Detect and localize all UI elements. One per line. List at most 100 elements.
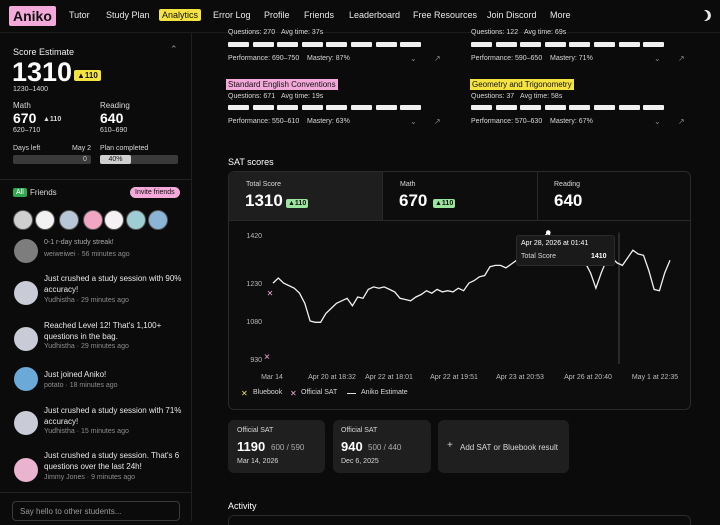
- tab-separator: [537, 172, 538, 220]
- feed-avatar[interactable]: [14, 367, 38, 391]
- friend-avatar[interactable]: [59, 210, 79, 230]
- feed-avatar[interactable]: [14, 281, 38, 305]
- skill-mastery-text: Mastery: 63%: [307, 118, 350, 125]
- nav-error-log[interactable]: Error Log: [213, 10, 251, 20]
- external-link-icon[interactable]: ↗: [434, 117, 441, 126]
- official-sat-card[interactable]: Official SAT 1190 600 / 590 Mar 14, 2026: [228, 420, 325, 473]
- skill-performance-text: Performance: 550–610: [228, 118, 300, 125]
- days-left-value: 0: [83, 156, 87, 163]
- sat-reading-score: 640: [554, 191, 583, 210]
- mastery-segment: [277, 105, 299, 110]
- skill-title-geometry[interactable]: Geometry and Trigonometry: [470, 79, 574, 90]
- tooltip-value: 1410: [591, 253, 607, 260]
- tab-reading[interactable]: Reading: [554, 181, 581, 188]
- feed-time: 15 minutes ago: [80, 428, 129, 435]
- add-result-label: Add SAT or Bluebook result: [460, 443, 558, 452]
- nav-friends[interactable]: Friends: [304, 10, 335, 20]
- feed-user[interactable]: Yudhistha: [44, 343, 75, 350]
- math-delta-badge: ▲110: [433, 199, 456, 208]
- activity-title: Activity: [228, 501, 257, 511]
- external-link-icon[interactable]: ↗: [678, 117, 685, 126]
- feed-item-meta: Jimmy Jones · 9 minutes ago: [44, 474, 136, 481]
- feed-avatar[interactable]: [14, 327, 38, 351]
- skill-title-standard-english[interactable]: Standard English Conventions: [226, 79, 338, 90]
- mastery-segment: [351, 105, 372, 110]
- skill-questions: Questions: 671 Avg time: 19s: [228, 93, 323, 100]
- mastery-segment: [544, 105, 566, 110]
- feed-item-meta: weiweiwei · 56 minutes ago: [44, 251, 130, 258]
- feed-time: 29 minutes ago: [80, 343, 129, 350]
- friend-avatar[interactable]: [126, 210, 146, 230]
- official-sat-point[interactable]: ✕: [267, 289, 274, 298]
- feed-item-text: Just joined Aniko!: [44, 370, 107, 379]
- feed-user[interactable]: weiweiwei: [44, 251, 76, 258]
- chevron-down-icon[interactable]: ⌄: [654, 54, 661, 63]
- add-result-button[interactable]: + Add SAT or Bluebook result: [438, 420, 569, 473]
- external-link-icon[interactable]: ↗: [434, 54, 441, 63]
- external-link-icon[interactable]: ↗: [678, 54, 685, 63]
- tab-total-score[interactable]: [229, 172, 383, 221]
- friend-avatar[interactable]: [35, 210, 55, 230]
- feed-time: 18 minutes ago: [69, 382, 118, 389]
- nav-profile[interactable]: Profile: [264, 10, 290, 20]
- feed-user[interactable]: Yudhistha: [44, 297, 75, 304]
- result-detail: 500 / 440: [368, 443, 402, 452]
- friend-avatar[interactable]: [13, 210, 33, 230]
- mastery-segment: [594, 42, 615, 47]
- sat-score-chart[interactable]: 930 1080 1230 1420 Mar 14 Apr 20 at 18:32 Apr …: [229, 222, 690, 384]
- chevron-down-icon[interactable]: ⌄: [410, 117, 417, 126]
- invite-friends-button[interactable]: Invite friends: [130, 187, 180, 198]
- days-left-date: May 2: [72, 145, 92, 152]
- mastery-segment: [301, 105, 323, 110]
- official-sat-card[interactable]: Official SAT 940 500 / 440 Dec 6, 2025: [333, 420, 431, 473]
- nav-join-discord[interactable]: Join Discord: [487, 10, 537, 20]
- nav-analytics[interactable]: Analytics: [159, 9, 202, 21]
- official-sat-point[interactable]: ✕: [264, 352, 271, 361]
- friend-avatar[interactable]: [83, 210, 103, 230]
- nav-study-plan[interactable]: Study Plan: [106, 10, 150, 20]
- legend-aniko-estimate[interactable]: Aniko Estimate: [361, 389, 408, 396]
- nav-leaderboard[interactable]: Leaderboard: [349, 10, 401, 20]
- nav-tutor[interactable]: Tutor: [69, 10, 90, 20]
- friends-filter-all[interactable]: All: [13, 188, 27, 197]
- total-score: 1310: [12, 57, 73, 87]
- chevron-up-icon[interactable]: ⌃: [170, 44, 178, 54]
- skill-mastery-text: Mastery: 71%: [550, 55, 593, 62]
- result-date: Dec 6, 2025: [341, 458, 379, 465]
- top-navigation: Aniko Tutor Study Plan Analytics Error L…: [0, 0, 720, 33]
- feed-user[interactable]: Jimmy Jones: [44, 474, 85, 481]
- moon-icon[interactable]: [698, 8, 712, 22]
- tooltip-label: Total Score: [521, 253, 557, 260]
- x-tick-label: Apr 23 at 20:53: [496, 374, 544, 381]
- chat-input[interactable]: Say hello to other students...: [12, 501, 180, 521]
- mastery-segment: [618, 105, 640, 110]
- tab-math[interactable]: Math: [400, 181, 416, 188]
- chevron-down-icon[interactable]: ⌄: [410, 54, 417, 63]
- legend-official-sat[interactable]: Official SAT: [301, 389, 338, 396]
- legend-bluebook[interactable]: Bluebook: [253, 389, 283, 396]
- logo[interactable]: Aniko: [9, 6, 56, 26]
- skill-questions-text: Questions: 671: [228, 93, 276, 100]
- mastery-segment: [228, 42, 249, 47]
- feed-avatar[interactable]: [14, 411, 38, 435]
- y-tick-label: 1080: [246, 319, 262, 326]
- feed-avatar[interactable]: [14, 239, 38, 263]
- feed-user[interactable]: potato: [44, 382, 64, 389]
- feed-user[interactable]: Yudhistha: [44, 428, 75, 435]
- feed-avatar[interactable]: [14, 458, 38, 482]
- total-delta-badge: ▲110: [286, 199, 309, 208]
- tab-divider: [229, 220, 690, 221]
- friend-avatar[interactable]: [148, 210, 168, 230]
- days-left-label: Days left: [13, 145, 41, 152]
- friend-avatar[interactable]: [104, 210, 124, 230]
- sat-scores-title: SAT scores: [228, 157, 274, 167]
- peak-point[interactable]: [545, 230, 551, 235]
- nav-free-resources[interactable]: Free Resources: [413, 10, 478, 20]
- feed-item-meta: Yudhistha · 15 minutes ago: [44, 428, 129, 435]
- mastery-segment: [520, 42, 542, 47]
- reading-score: 640: [100, 110, 124, 126]
- sat-scores-card: [228, 171, 691, 410]
- mastery-segment: [326, 105, 348, 110]
- chevron-down-icon[interactable]: ⌄: [654, 117, 661, 126]
- nav-more[interactable]: More: [550, 10, 571, 20]
